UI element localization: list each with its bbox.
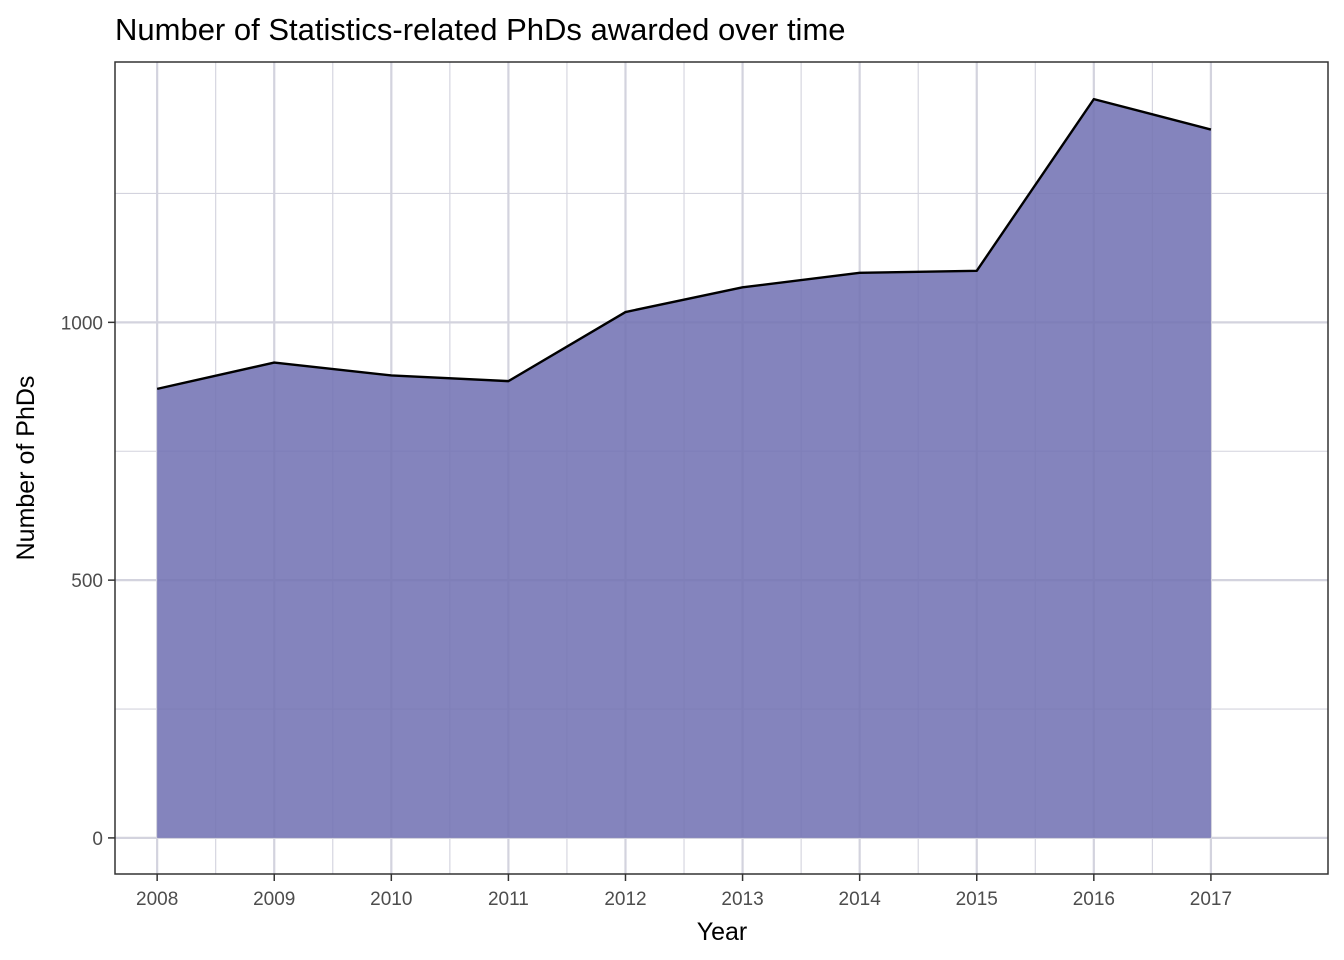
- x-tick-label: 2014: [839, 889, 882, 910]
- grid-overlay: [115, 62, 1328, 874]
- x-tick-label: 2013: [721, 889, 763, 910]
- x-tick-label: 2010: [370, 889, 412, 910]
- x-axis-title: Year: [697, 918, 748, 946]
- y-tick-label: 1000: [61, 313, 103, 334]
- panel-border: [114, 61, 1329, 875]
- area-fill: [157, 99, 1211, 838]
- x-tick-label: 2012: [604, 889, 646, 910]
- y-axis-title: Number of PhDs: [12, 376, 40, 561]
- x-tick-label: 2008: [136, 889, 178, 910]
- x-tick-label: 2017: [1190, 889, 1232, 910]
- x-tick-label: 2011: [488, 889, 529, 910]
- x-tick-label: 2009: [253, 889, 295, 910]
- x-tick-label: 2016: [1073, 889, 1115, 910]
- data-layer: [115, 62, 1328, 874]
- series-line: [156, 97, 1212, 391]
- chart-title: Number of Statistics-related PhDs awarde…: [115, 12, 846, 47]
- y-tick-label: 500: [71, 571, 103, 592]
- y-axis: 0 500 1000: [61, 313, 115, 850]
- y-tick-label: 0: [92, 829, 103, 850]
- x-axis: 2008 2009 2010 2011 2012 2013 2014 2015 2016 2017: [136, 874, 1232, 910]
- x-tick-label: 2015: [956, 889, 998, 910]
